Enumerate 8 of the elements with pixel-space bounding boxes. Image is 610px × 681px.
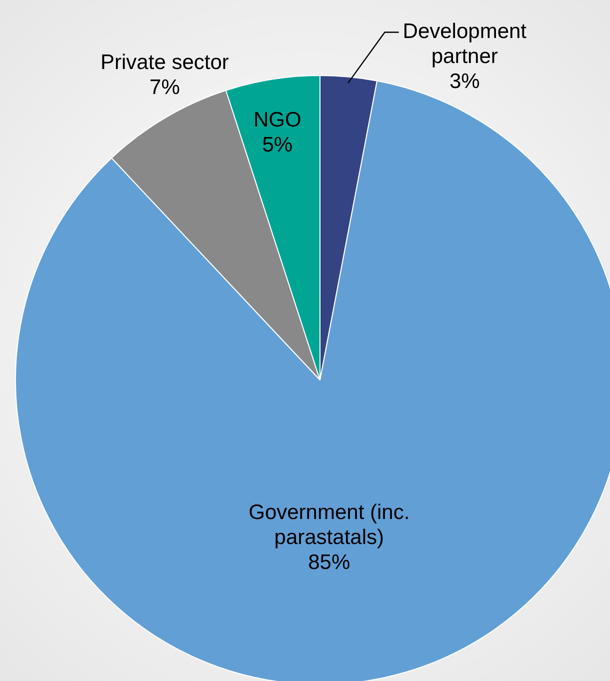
slice-label: NGO [253,108,302,132]
slice-label: Development partner [402,20,527,68]
data-label: 7% [150,76,180,99]
slice-label: Government (inc. parastatals) [248,501,410,550]
data-label: 5% [262,134,293,157]
data-label: 3% [449,70,480,94]
slice-label: Private sector [100,50,229,74]
data-label: 85% [308,551,350,574]
